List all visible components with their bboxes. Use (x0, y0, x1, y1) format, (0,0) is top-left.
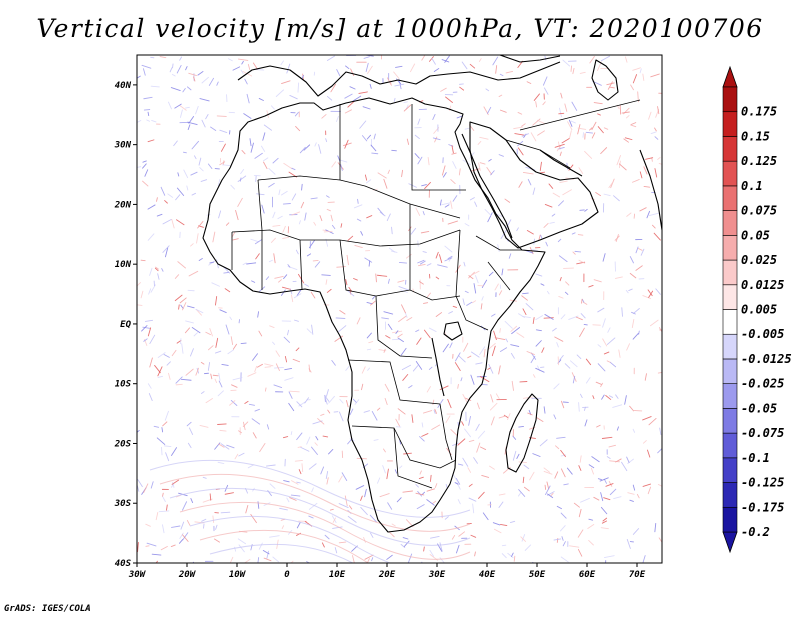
colorbar-label: 0.075 (741, 204, 777, 218)
colorbar-swatch (722, 210, 738, 236)
map-axes: 30W 20W 10W 0 10E 20E 30E 40E 50E 60E 70E 40N 30N 20N… (114, 81, 646, 580)
colorbar-label: 0.175 (741, 105, 777, 119)
colorbar-label: 0.0125 (741, 278, 784, 292)
lake-tanganyika (431, 337, 445, 397)
colorbar-swatch (722, 383, 738, 409)
lat-tick-label: 40S (115, 559, 132, 569)
border-west-africa (231, 179, 303, 291)
border-central-africa (339, 239, 461, 301)
africa-coastline (202, 97, 546, 533)
lat-tick-label: 10N (115, 260, 132, 270)
colorbar-label: -0.1 (741, 451, 770, 465)
colorbar-label: -0.2 (741, 525, 770, 539)
colorbar-label: 0.025 (741, 253, 777, 267)
colorbar-label: 0.125 (741, 154, 777, 168)
lat-tick-label: EQ (120, 320, 131, 330)
lon-tick-label: 30E (428, 570, 446, 580)
colorbar-label: -0.0125 (741, 352, 792, 366)
border-sahara-north (257, 175, 461, 219)
colorbar-label: 0.15 (741, 129, 770, 143)
caspian-sea (591, 59, 619, 101)
colorbar-label: 0.05 (741, 228, 770, 242)
lat-tick-label: 20S (114, 439, 132, 449)
red-sea (461, 133, 513, 239)
border-horn (475, 235, 522, 291)
colorbar-label: -0.005 (741, 327, 784, 341)
colorbar-swatch (722, 136, 738, 162)
border-sudan (409, 204, 461, 297)
colorbar-label: -0.175 (741, 500, 784, 514)
country-borders (231, 99, 641, 489)
grads-credit: GrADS: IGES/COLA (4, 604, 91, 614)
lake-victoria (443, 321, 463, 341)
colorbar-swatch (722, 333, 738, 360)
colorbar-label: 0.1 (741, 179, 763, 193)
colorbar-label: -0.075 (741, 426, 784, 440)
border-namibia-botswana (393, 427, 433, 489)
lon-tick-label: 20E (378, 570, 396, 580)
colorbar-swatch (722, 160, 738, 187)
madagascar (505, 393, 539, 473)
colorbar-swatch (722, 284, 738, 310)
lon-tick-label: 10W (229, 570, 247, 580)
black-sea (499, 55, 561, 63)
lat-tick-label: 30N (114, 141, 132, 151)
colorbar-label: -0.025 (741, 377, 784, 391)
lon-tick-label: 20W (178, 570, 197, 580)
colorbar-swatch (722, 432, 738, 459)
lon-tick-label: 10E (329, 570, 346, 580)
colorbar-swatch (722, 111, 738, 137)
lon-tick-label: 0 (284, 570, 290, 580)
colorbar-swatch (722, 358, 738, 384)
chart-title: Vertical velocity [m/s] at 1000hPa, VT: … (36, 14, 764, 43)
colorbar-swatch (722, 457, 738, 483)
border-angola-zambia (347, 359, 441, 405)
colorbar-swatch (722, 506, 738, 533)
colorbar-max-arrow (722, 65, 738, 88)
border-egypt-libya (411, 104, 466, 191)
velocity-field (137, 55, 662, 563)
border-middle-east (505, 99, 641, 169)
colorbar-swatch (722, 482, 738, 508)
coastlines (202, 55, 662, 533)
lon-tick-label: 30W (128, 570, 147, 580)
border-east-africa (455, 295, 489, 331)
lon-tick-label: 70E (629, 570, 646, 580)
colorbar-swatch (722, 259, 738, 286)
mediterranean-north (237, 61, 561, 97)
colorbar: -0.2 -0.175 -0.125 -0.1 -0.075 -0.05 -0.025 -0.… (722, 65, 792, 554)
colorbar-label: 0.005 (741, 303, 777, 317)
arabian-peninsula (469, 121, 599, 249)
lat-tick-label: 30S (114, 499, 132, 509)
colorbar-label: -0.125 (741, 476, 784, 490)
border-southern-africa (351, 425, 457, 469)
lat-tick-label: 20N (114, 200, 132, 210)
border-congo (375, 295, 433, 359)
border-mozambique (439, 403, 453, 461)
india-west-coast (639, 149, 662, 231)
map-frame (136, 54, 663, 564)
colorbar-min-arrow (722, 531, 738, 554)
lat-tick-label: 40N (115, 81, 132, 91)
lat-tick-label: 10S (115, 380, 132, 390)
lon-tick-label: 50E (529, 570, 546, 580)
colorbar-label: -0.05 (741, 401, 777, 415)
colorbar-swatch (722, 309, 738, 335)
colorbar-swatch (722, 185, 738, 211)
lon-tick-label: 40E (479, 570, 496, 580)
persian-gulf (539, 149, 583, 177)
lon-tick-label: 60E (579, 570, 596, 580)
colorbar-swatch (722, 235, 738, 261)
colorbar-swatch (722, 408, 738, 434)
colorbar-swatch (722, 86, 738, 113)
